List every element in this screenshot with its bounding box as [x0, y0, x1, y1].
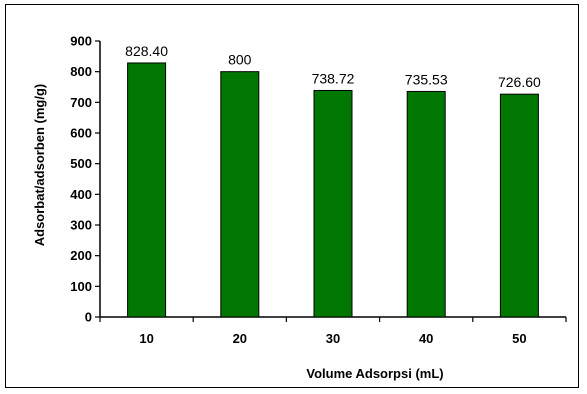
data-label: 738.72 — [312, 70, 355, 86]
data-label: 828.40 — [125, 43, 168, 59]
data-label: 726.60 — [498, 74, 541, 90]
y-tick-label: 800 — [70, 64, 92, 79]
y-tick-label: 700 — [70, 95, 92, 110]
x-tick-labels: 10 20 30 40 50 — [139, 331, 526, 346]
data-labels: 828.40 800 738.72 735.53 726.60 — [125, 43, 541, 90]
y-tick-label: 0 — [85, 310, 92, 325]
chart-bars — [127, 62, 539, 318]
bar — [220, 71, 260, 318]
x-tick-label: 20 — [233, 331, 247, 346]
data-label: 735.53 — [405, 71, 448, 87]
x-axis-title: Volume Adsorpsi (mL) — [306, 366, 443, 381]
bar — [499, 93, 539, 318]
y-tick-labels: 0 100 200 300 400 500 600 700 800 900 — [70, 34, 92, 325]
x-tick-label: 50 — [512, 331, 526, 346]
data-label: 800 — [228, 52, 252, 68]
bar — [313, 89, 353, 318]
y-tick-label: 200 — [70, 248, 92, 263]
y-tick-label: 300 — [70, 218, 92, 233]
y-tick-label: 100 — [70, 279, 92, 294]
x-tick-label: 10 — [139, 331, 153, 346]
y-tick-label: 900 — [70, 34, 92, 49]
x-tick-label: 40 — [419, 331, 433, 346]
y-tick-label: 600 — [70, 126, 92, 141]
y-tick-label: 500 — [70, 156, 92, 171]
x-tick-label: 30 — [326, 331, 340, 346]
y-axis-title: Adsorbat/adsorben (mg/g) — [32, 84, 47, 247]
bar — [406, 90, 446, 318]
y-tick-label: 400 — [70, 187, 92, 202]
bar — [127, 62, 167, 318]
